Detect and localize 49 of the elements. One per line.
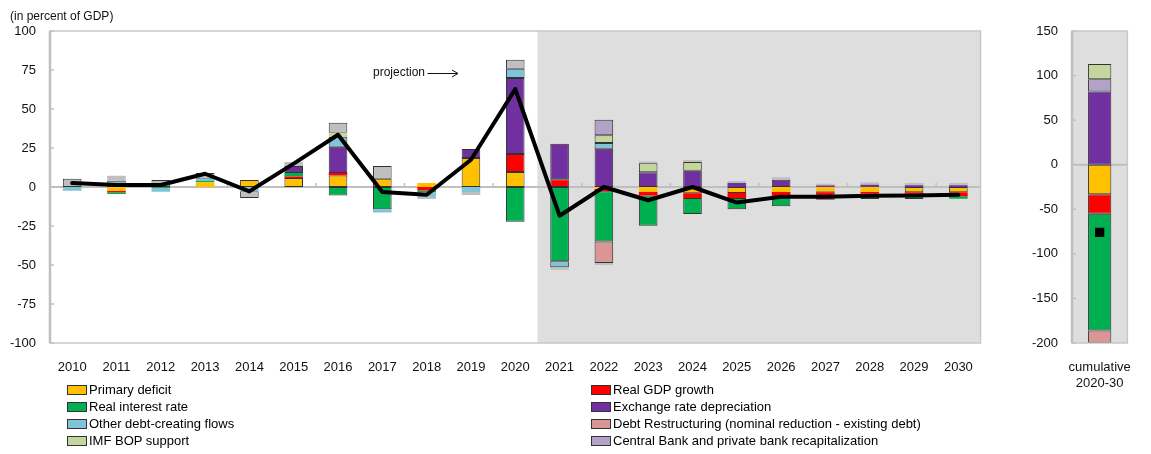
- x-tick-label: 2026: [766, 359, 796, 375]
- x-tick-label: 2021: [545, 359, 575, 375]
- annotation: projection: [372, 65, 425, 80]
- y-tick-label: 75: [21, 61, 36, 77]
- legend-label: Primary deficit: [89, 382, 172, 397]
- y-tick-label: -150: [1031, 290, 1058, 306]
- x-tick-label: 2017: [367, 359, 397, 375]
- x-tick-label: 2018: [412, 359, 442, 375]
- x-tick-label: 2015: [279, 359, 309, 375]
- x-tick-label: 2019: [456, 359, 486, 375]
- x-tick-label: 2028: [855, 359, 885, 375]
- y-tick-label: 50: [1043, 111, 1058, 127]
- y-tick-label: 0: [28, 178, 36, 194]
- legend-label: Real GDP growth: [613, 382, 714, 397]
- x-tick-label: 2010: [57, 359, 87, 375]
- legend-label: Real interest rate: [89, 399, 188, 414]
- legend-label: Other debt-creating flows: [89, 416, 235, 431]
- x-tick-label: 2030: [943, 359, 973, 375]
- y-tick-label: -200: [1031, 334, 1058, 350]
- y-tick-label: 25: [21, 139, 36, 155]
- x-tick-label: 2025: [722, 359, 752, 375]
- y-tick-label: 100: [14, 22, 36, 38]
- x-tick-label: 2022: [589, 359, 619, 375]
- x-tick-label: 2024: [678, 359, 707, 375]
- y-axis-title: (in percent of GDP): [10, 9, 114, 24]
- legend-label: Central Bank and private bank recapitalization: [613, 433, 879, 448]
- x-tick-label: 2016: [323, 359, 353, 375]
- y-tick-label: -100: [1031, 245, 1058, 261]
- x-tick-label: 2029: [899, 359, 929, 375]
- y-tick-label: 0: [1050, 156, 1058, 172]
- y-tick-label: -25: [17, 217, 36, 233]
- x-tick-label: cumulative 2020-30: [1068, 359, 1131, 390]
- y-tick-label: -100: [9, 334, 36, 350]
- y-tick-label: -50: [1039, 200, 1058, 216]
- legend-label: IMF BOP support: [89, 433, 190, 448]
- y-tick-label: 100: [1036, 67, 1058, 83]
- legend-label: Exchange rate depreciation: [613, 399, 772, 414]
- x-tick-label: 2023: [633, 359, 663, 375]
- x-tick-label: 2027: [810, 359, 840, 375]
- x-tick-label: 2013: [190, 359, 220, 375]
- legend-label: Debt Restructuring (nominal reduction - existing debt): [613, 416, 921, 431]
- x-tick-label: 2012: [146, 359, 176, 375]
- x-tick-label: 2020: [500, 359, 530, 375]
- x-tick-label: 2011: [102, 359, 131, 375]
- y-tick-label: 150: [1036, 22, 1058, 38]
- y-tick-label: -50: [17, 256, 36, 272]
- y-tick-label: 50: [21, 100, 36, 116]
- y-tick-label: -75: [17, 295, 36, 311]
- x-tick-label: 2014: [234, 359, 264, 375]
